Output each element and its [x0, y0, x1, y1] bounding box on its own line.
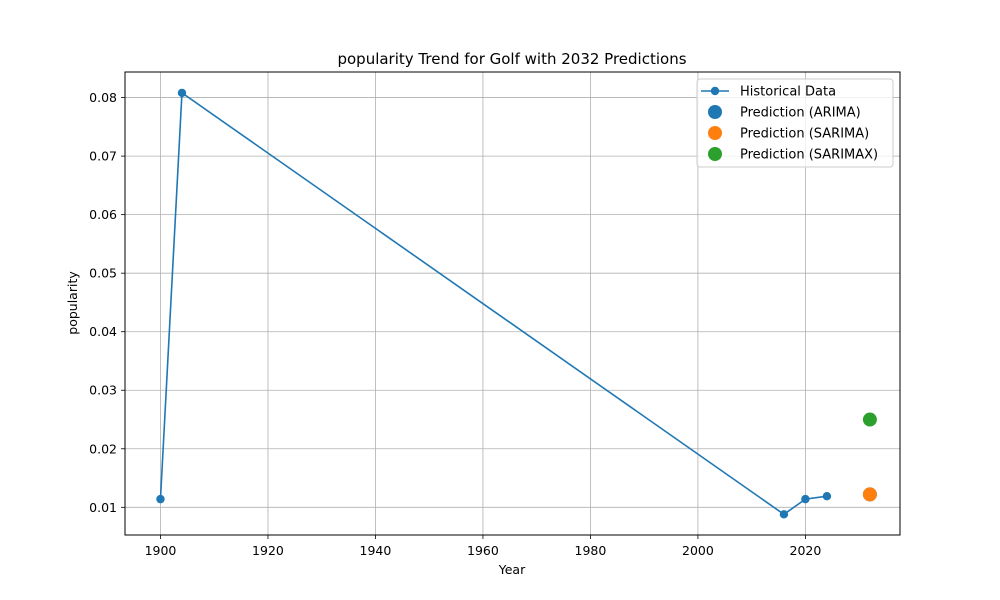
legend-point-marker: [710, 86, 720, 96]
historical-data-point: [822, 491, 832, 501]
historical-data-point: [156, 494, 165, 504]
prediction-sarimax-point: [862, 412, 877, 427]
x-tick-label: 2000: [682, 543, 714, 558]
plot-area: [156, 88, 877, 519]
prediction-sarima-point: [862, 487, 877, 502]
legend-entry-label: Historical Data: [740, 85, 836, 100]
historical-data-point: [801, 494, 810, 504]
y-tick-label: 0.04: [89, 324, 117, 339]
historical-data-point: [177, 88, 187, 98]
legend-point-marker: [708, 105, 722, 119]
x-tick-label: 1920: [252, 543, 284, 558]
legend-point-marker: [708, 126, 722, 140]
y-axis-ticks: 0.01 0.02 0.03 0.04 0.05 0.06 0.07 0.08: [89, 90, 125, 515]
axes-frame: [124, 71, 901, 536]
legend-entry-label: Prediction (SARIMAX): [740, 148, 878, 163]
x-axis-ticks: 1900 1920 1940 1960 1980 2000 2020: [145, 535, 822, 558]
y-tick-label: 0.06: [89, 207, 117, 222]
y-tick-label: 0.03: [89, 383, 117, 398]
grid: [125, 72, 900, 535]
y-tick-label: 0.05: [89, 266, 117, 281]
x-tick-label: 1940: [360, 543, 392, 558]
legend-entry-label: Prediction (ARIMA): [740, 106, 861, 121]
y-tick-label: 0.01: [89, 500, 117, 515]
x-tick-label: 1960: [467, 543, 499, 558]
chart-title: popularity Trend for Golf with 2032 Pred…: [337, 50, 686, 68]
x-tick-label: 1980: [575, 543, 607, 558]
legend-box: [696, 78, 894, 168]
legend: Historical Data Prediction (ARIMA) Predict…: [696, 78, 894, 168]
y-axis-label: popularity: [65, 271, 80, 335]
x-axis-label: Year: [498, 562, 526, 577]
legend-entry-label: Prediction (SARIMA): [740, 127, 869, 142]
y-tick-label: 0.08: [89, 90, 117, 105]
y-tick-label: 0.07: [89, 149, 117, 164]
x-tick-label: 1900: [145, 543, 177, 558]
x-tick-label: 2020: [790, 543, 822, 558]
historical-data-point: [779, 510, 789, 519]
legend-point-marker: [708, 147, 722, 161]
y-tick-label: 0.02: [89, 441, 117, 456]
